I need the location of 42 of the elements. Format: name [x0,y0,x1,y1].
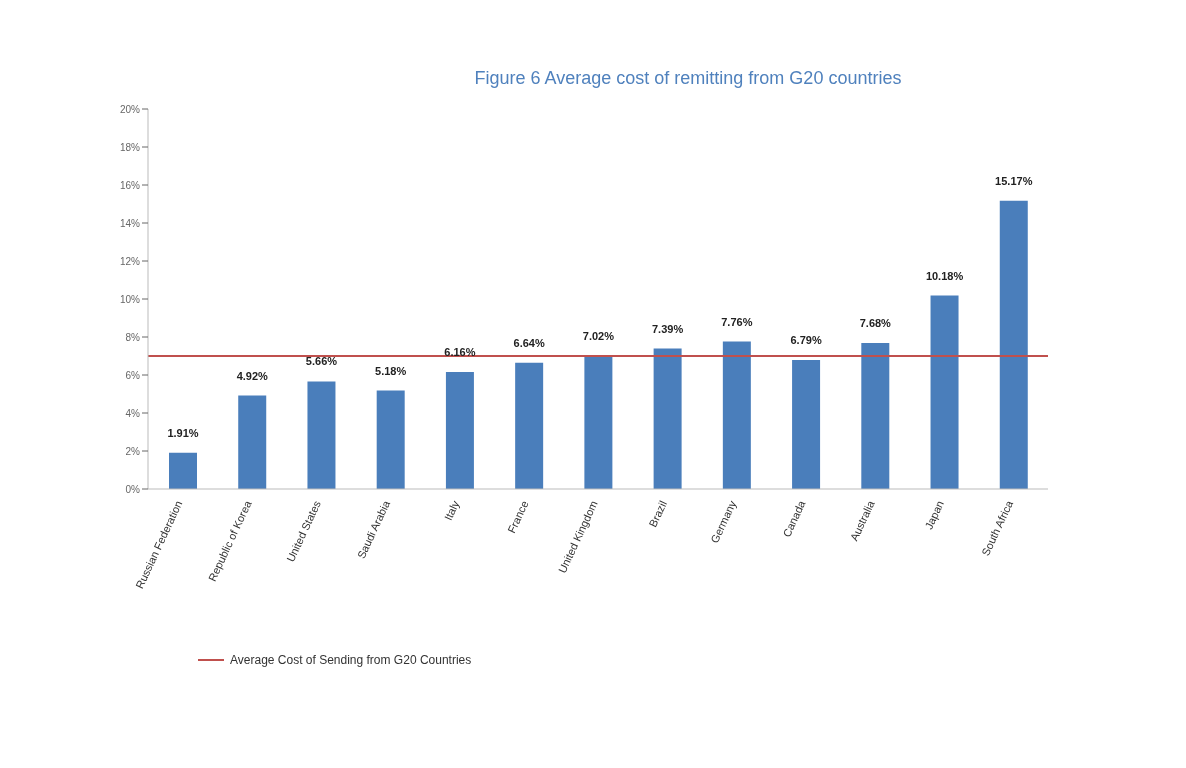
data-label: 7.02% [582,329,615,342]
y-tick-label: 0% [125,483,141,495]
x-tick-label: South Africa [979,497,1016,558]
x-tick-label: Italy [441,498,462,523]
bar [238,395,267,489]
legend-label: Average Cost of Sending from G20 Countries [230,653,472,667]
y-tick-label: 20% [119,103,141,115]
bar [169,452,197,489]
data-label: 4.92% [236,369,269,382]
bar [792,359,821,489]
y-tick-label: 18% [119,141,141,153]
bar [445,371,474,489]
bar [515,362,544,489]
data-label: 7.39% [652,322,684,335]
bar [584,355,613,489]
y-tick-label: 14% [119,217,141,229]
y-tick-label: 16% [119,179,141,191]
y-tick-label: 4% [125,407,141,419]
data-label: 10.18% [925,269,964,282]
data-label: 6.16% [444,345,476,358]
data-label: 6.64% [513,336,545,349]
chart-title: Figure 6 Average cost of remitting from G20 countries [473,67,903,89]
bar [930,295,959,489]
data-label: 5.66% [305,355,338,368]
data-label: 7.76% [721,315,753,328]
y-tick-label: 2% [125,445,141,457]
y-tick-label: 8% [125,331,141,343]
bar [653,348,682,489]
y-tick-label: 10% [119,293,141,305]
bar [999,200,1028,489]
x-tick-label: Brazil [646,498,670,529]
data-label: 6.79% [790,333,822,346]
bar [722,341,751,489]
y-tick-label: 6% [125,369,141,381]
bar [307,381,336,489]
bar [861,343,890,489]
data-label: 1.91% [167,426,199,439]
bar [376,390,405,489]
y-tick-label: 12% [119,255,141,267]
data-label: 5.18% [375,364,407,377]
data-label: 15.17% [995,174,1033,187]
data-label: 7.68% [859,317,892,330]
